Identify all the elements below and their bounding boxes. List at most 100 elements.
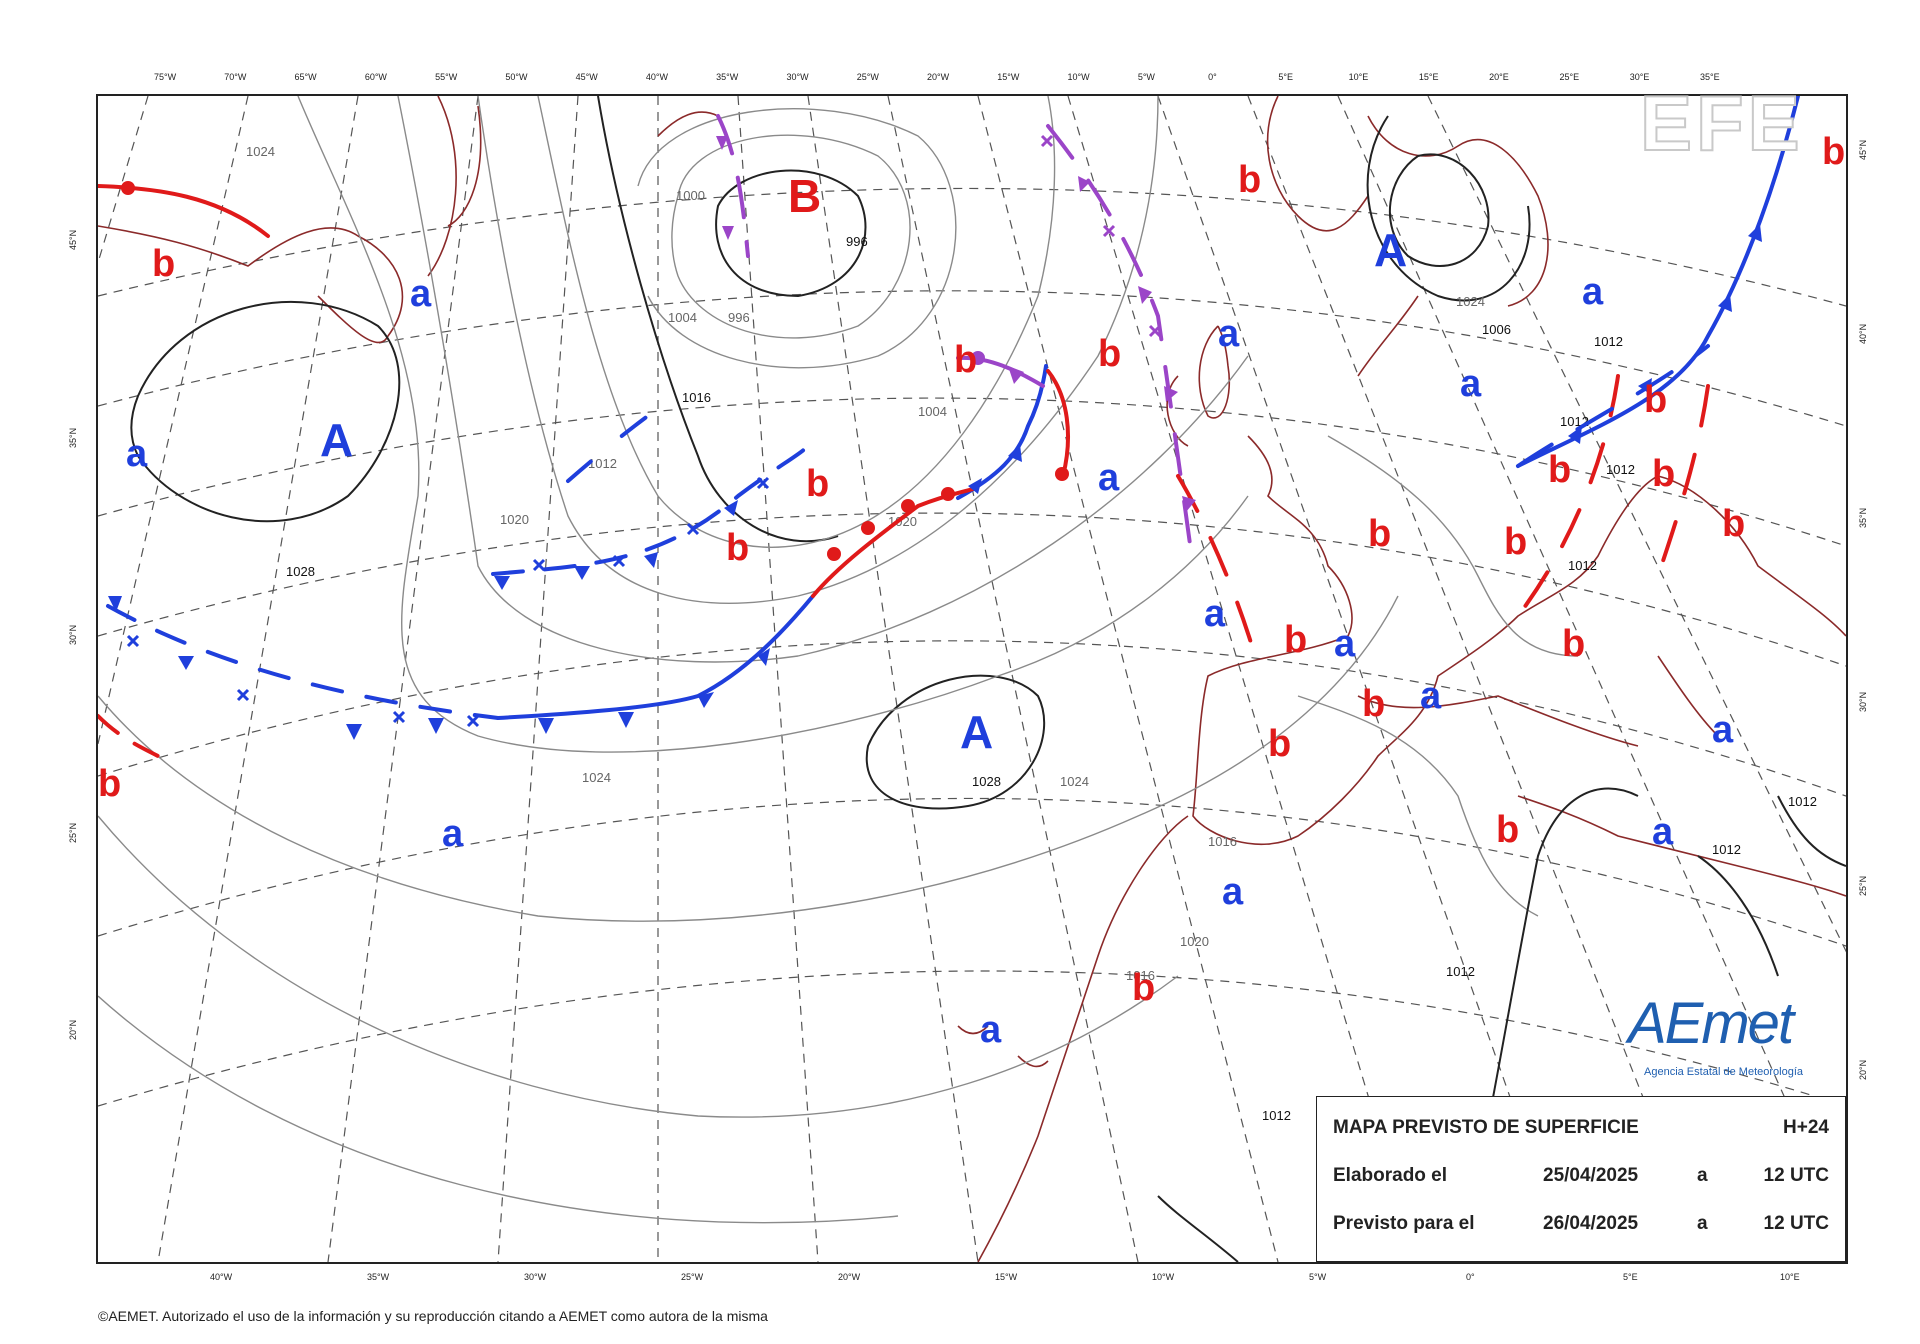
tick-label: 30°W — [786, 72, 809, 82]
cold-front — [956, 364, 1048, 500]
tick-label: 75°W — [154, 72, 177, 82]
minor-low: b — [1504, 521, 1527, 563]
tick-label: 10°W — [1152, 1272, 1175, 1282]
tick-label: 15°W — [997, 72, 1020, 82]
minor-high: a — [1460, 363, 1482, 405]
pressure-centres: A A A B a a a a a a a a a a a a a a b b … — [98, 131, 1845, 1051]
made-separator: a — [1697, 1165, 1708, 1186]
minor-low: b — [1548, 449, 1571, 491]
tick-label: 25°W — [681, 1272, 704, 1282]
tick-label: 45°W — [575, 72, 598, 82]
tick-label: 45°N — [68, 229, 78, 250]
tick-label: 40°W — [645, 72, 669, 82]
frontogenesis — [491, 444, 810, 576]
valid-date: 26/04/2025 — [1543, 1213, 1639, 1234]
tick-label: 20°W — [838, 1272, 861, 1282]
made-label: Elaborado el — [1333, 1165, 1448, 1186]
tick-label: 0° — [1208, 72, 1217, 82]
tick-label: 0° — [1466, 1272, 1475, 1282]
minor-high: a — [1420, 675, 1442, 717]
minor-high: a — [1098, 457, 1120, 499]
tick-label: 30°N — [68, 624, 78, 645]
cold-front — [496, 594, 815, 720]
valid-separator: a — [1697, 1213, 1708, 1234]
minor-low: b — [1362, 683, 1385, 725]
minor-low: b — [1822, 131, 1845, 173]
tick-label: 5°E — [1623, 1272, 1638, 1282]
minor-low: b — [152, 243, 175, 285]
tick-label: 60°W — [364, 72, 387, 82]
cold-front — [1516, 96, 1800, 468]
isobar-label: 1004 — [668, 310, 697, 325]
tick-label: 5°W — [1137, 72, 1155, 82]
tick-label: 30°N — [1858, 691, 1868, 712]
minor-low: b — [1562, 623, 1585, 665]
minor-low: b — [1132, 967, 1155, 1009]
high-pressure-centre: A — [1374, 224, 1407, 276]
map-canvas: 1028 1028 1016 1020 1012 1004 996 1000 9… — [98, 96, 1846, 1262]
legend-title: MAPA PREVISTO DE SUPERFICIE — [1333, 1117, 1639, 1138]
isobar-label: 1012 — [1262, 1108, 1291, 1123]
tick-label: 20°W — [927, 72, 950, 82]
tick-label: 15°W — [995, 1272, 1018, 1282]
minor-high: a — [410, 273, 432, 315]
isobar-label: 1016 — [682, 390, 711, 405]
isobar-label: 1004 — [918, 404, 947, 419]
tick-label: 35°W — [367, 1272, 390, 1282]
isobar-label: 1024 — [1060, 774, 1089, 789]
weather-map: 1028 1028 1016 1020 1012 1004 996 1000 9… — [96, 94, 1848, 1264]
tick-label: 25°N — [68, 822, 78, 843]
minor-low: b — [1238, 159, 1261, 201]
tick-label: 10°E — [1780, 1272, 1800, 1282]
tick-label: 25°W — [856, 72, 879, 82]
isobar-label: 1028 — [972, 774, 1001, 789]
occluded-front — [1046, 124, 1195, 568]
tick-label: 35°N — [68, 427, 78, 448]
made-time: 12 UTC — [1763, 1165, 1829, 1186]
tick-label: 65°W — [294, 72, 317, 82]
warm-front — [811, 486, 978, 598]
tick-label: 40°W — [210, 1272, 233, 1282]
tick-label: 30°E — [1629, 72, 1650, 82]
tick-label: 15°E — [1418, 72, 1439, 82]
copyright-notice: ©AEMET. Autorizado el uso de la informac… — [98, 1308, 768, 1324]
high-pressure-centre: A — [320, 414, 353, 466]
isobar-label: 1012 — [1446, 964, 1475, 979]
tick-label: 10°W — [1067, 72, 1090, 82]
fronts — [98, 96, 1800, 758]
trough-line — [1176, 474, 1260, 668]
minor-high: a — [1204, 593, 1226, 635]
minor-high: a — [442, 813, 464, 855]
isobar-label: 1000 — [676, 188, 705, 203]
trough-line — [1656, 384, 1710, 578]
tick-label: 70°W — [224, 72, 247, 82]
minor-high: a — [980, 1009, 1002, 1051]
isobar-label: 1012 — [1594, 334, 1623, 349]
isobar-label: 1006 — [1482, 322, 1511, 337]
minor-low: b — [98, 763, 121, 805]
forecast-legend-box: MAPA PREVISTO DE SUPERFICIE H+24 Elabora… — [1316, 1096, 1846, 1262]
tick-label: 40°N — [1858, 323, 1868, 344]
warm-front — [1046, 369, 1070, 478]
trough-line — [1516, 374, 1620, 618]
isobar-label: 1016 — [1126, 968, 1155, 983]
minor-low: b — [1496, 809, 1519, 851]
tick-label: 35°N — [1858, 507, 1868, 528]
minor-low: b — [726, 527, 749, 569]
minor-high: a — [1222, 871, 1244, 913]
minor-low: b — [806, 463, 829, 505]
isobars — [98, 96, 1846, 1262]
isobar-label: 996 — [846, 234, 868, 249]
minor-high: a — [1582, 271, 1604, 313]
tick-label: 25°N — [1858, 875, 1868, 896]
minor-high: a — [126, 433, 148, 475]
isobar-label: 1024 — [1456, 294, 1485, 309]
efe-watermark: EFE — [1639, 78, 1804, 168]
minor-high: a — [1712, 709, 1734, 751]
tick-label: 20°E — [1489, 72, 1509, 82]
legend-horizon: H+24 — [1783, 1117, 1829, 1138]
minor-low: b — [1284, 619, 1307, 661]
minor-low: b — [1268, 723, 1291, 765]
minor-low: b — [1098, 333, 1121, 375]
made-date: 25/04/2025 — [1543, 1165, 1639, 1186]
